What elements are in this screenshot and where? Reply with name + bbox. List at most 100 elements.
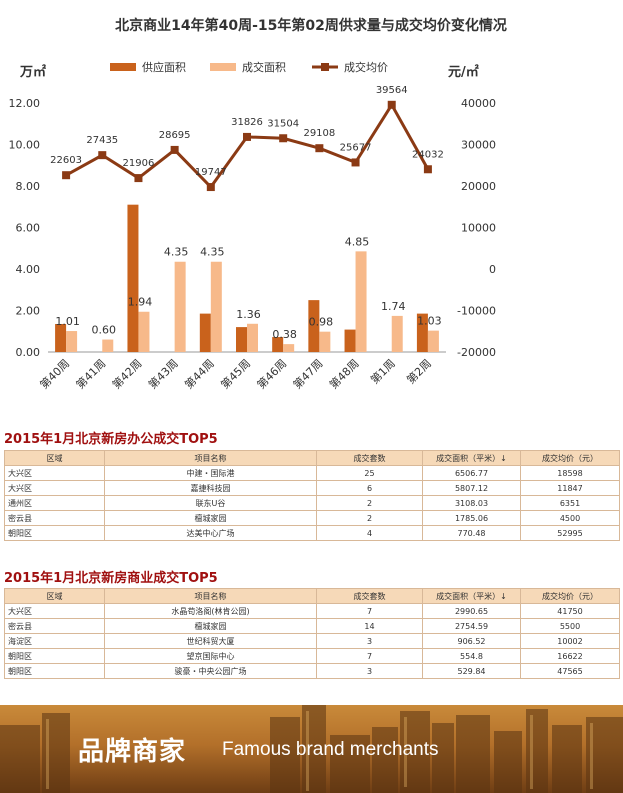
table-row: 大兴区 中建・国际港 25 6506.77 18598	[4, 465, 620, 481]
bar-supply	[127, 204, 139, 352]
table-cell: 7	[316, 603, 423, 619]
column-header: 成交套数	[316, 450, 423, 466]
y-left-tick-label: 0.00	[16, 346, 41, 359]
price-point	[279, 134, 288, 143]
price-label: 39564	[376, 85, 408, 96]
x-tick-label: 第41周	[73, 356, 108, 391]
price-label: 27435	[86, 135, 118, 146]
legend-swatch	[110, 63, 136, 71]
y-left-tick-label: 12.00	[9, 97, 41, 110]
bar-value-label: 1.01	[55, 315, 80, 328]
column-header: 区域	[4, 588, 105, 604]
table-cell: 檀城家园	[104, 510, 317, 526]
price-point	[98, 151, 107, 160]
table-cell: 中建・国际港	[104, 465, 317, 481]
table-cell: 7	[316, 648, 423, 664]
bar-value-label: 1.36	[236, 308, 261, 321]
table-cell: 大兴区	[4, 465, 105, 481]
bar-deal	[210, 261, 222, 352]
table-cell: 朝阳区	[4, 525, 105, 541]
y-right-tick-label: 30000	[461, 139, 496, 152]
table-row: 大兴区 嘉捷科技园 6 5807.12 11847	[4, 480, 620, 496]
table-cell: 大兴区	[4, 480, 105, 496]
table-cell: 骏豪・中央公园广场	[104, 663, 317, 679]
table-cell: 望京国际中心	[104, 648, 317, 664]
x-tick-label: 第2周	[404, 356, 434, 386]
table-cell: 3	[316, 633, 423, 649]
supply-demand-chart: 北京商业14年第40周-15年第02周供求量与成交均价变化情况 万㎡ 元/㎡ 供应面积…	[9, 17, 507, 392]
bar-value-label: 4.85	[345, 235, 370, 248]
table-cell: 6351	[520, 495, 620, 511]
bar-deal	[247, 323, 258, 352]
table-cell: 770.48	[422, 525, 521, 541]
legend-label: 供应面积	[142, 60, 186, 74]
column-header: 区域	[4, 450, 105, 466]
table-cell: 18598	[520, 465, 620, 481]
price-point	[243, 132, 251, 141]
table-cell: 25	[316, 465, 423, 481]
table-cell: 2754.59	[422, 618, 521, 634]
table-cell: 通州区	[4, 495, 105, 511]
x-tick-label: 第40周	[37, 356, 72, 391]
bar-deal	[174, 261, 186, 352]
y-right-tick-label: -20000	[457, 346, 496, 359]
table-cell: 密云县	[4, 510, 105, 526]
bar-deal	[427, 330, 439, 352]
column-header: 项目名称	[104, 588, 317, 604]
bar-deal	[283, 344, 295, 352]
price-label: 25677	[340, 142, 372, 153]
y-left-tick-label: 4.00	[16, 263, 41, 276]
commercial-table-title: 2015年1月北京新房商业成交TOP5	[4, 571, 218, 586]
price-label: 22603	[50, 155, 82, 166]
price-label: 28695	[159, 130, 191, 141]
price-point	[134, 174, 143, 183]
table-row: 密云县 檀城家园 14 2754.59 5500	[4, 618, 620, 634]
x-tick-label: 第48周	[326, 356, 361, 391]
bar-value-label: 4.35	[164, 246, 189, 259]
table-cell: 嘉捷科技园	[104, 480, 317, 496]
bar-supply	[55, 323, 67, 352]
table-row: 海淀区 世纪科贸大厦 3 906.52 10002	[4, 633, 620, 649]
bar-supply	[416, 313, 428, 352]
bar-deal	[66, 331, 78, 352]
price-point	[315, 144, 324, 153]
table-cell: 朝阳区	[4, 648, 105, 664]
x-tick-label: 第45周	[218, 356, 253, 391]
office-top5-table: 区域 项目名称 成交套数 成交面积（平米）↓ 成交均价（元） 大兴区 中建・国际港 25 65…	[4, 450, 620, 541]
bar-value-label: 0.60	[92, 324, 117, 337]
table-cell: 2990.65	[422, 603, 521, 619]
table-cell: 1785.06	[422, 510, 521, 526]
bar-value-label: 1.03	[417, 315, 442, 328]
bar-deal	[102, 339, 114, 352]
table-cell: 4	[316, 525, 423, 541]
y-left-tick-label: 8.00	[16, 180, 41, 193]
right-axis-unit: 元/㎡	[448, 64, 479, 80]
y-right-tick-label: 0	[489, 263, 496, 276]
x-tick-label: 第46周	[254, 356, 289, 391]
table-cell: 4500	[520, 510, 620, 526]
table-cell: 6506.77	[422, 465, 521, 481]
table-cell: 5500	[520, 618, 620, 634]
price-point	[351, 158, 360, 167]
commercial-top5-table: 区域 项目名称 成交套数 成交面积（平米）↓ 成交均价（元） 大兴区 水晶苟洛阁(林肯公园…	[4, 588, 620, 679]
table-cell: 47565	[520, 663, 620, 679]
table-cell: 11847	[520, 480, 620, 496]
table-cell: 海淀区	[4, 633, 105, 649]
column-header: 成交均价（元）	[520, 588, 620, 604]
bar-deal	[355, 251, 367, 352]
price-label: 29108	[303, 128, 335, 139]
office-table-title: 2015年1月北京新房办公成交TOP5	[4, 432, 218, 447]
table-cell: 3	[316, 663, 423, 679]
column-header: 项目名称	[104, 450, 317, 466]
bar-supply	[236, 327, 247, 352]
bar-value-label: 0.38	[272, 328, 297, 341]
table-row: 大兴区 水晶苟洛阁(林肯公园) 7 2990.65 41750	[4, 603, 620, 619]
bar-supply	[199, 313, 211, 352]
table-cell: 6	[316, 480, 423, 496]
y-right-tick-label: 40000	[461, 97, 496, 110]
table-row: 密云县 檀城家园 2 1785.06 4500	[4, 510, 620, 526]
table-cell: 16622	[520, 648, 620, 664]
table-cell: 529.84	[422, 663, 521, 679]
table-cell: 檀城家园	[104, 618, 317, 634]
